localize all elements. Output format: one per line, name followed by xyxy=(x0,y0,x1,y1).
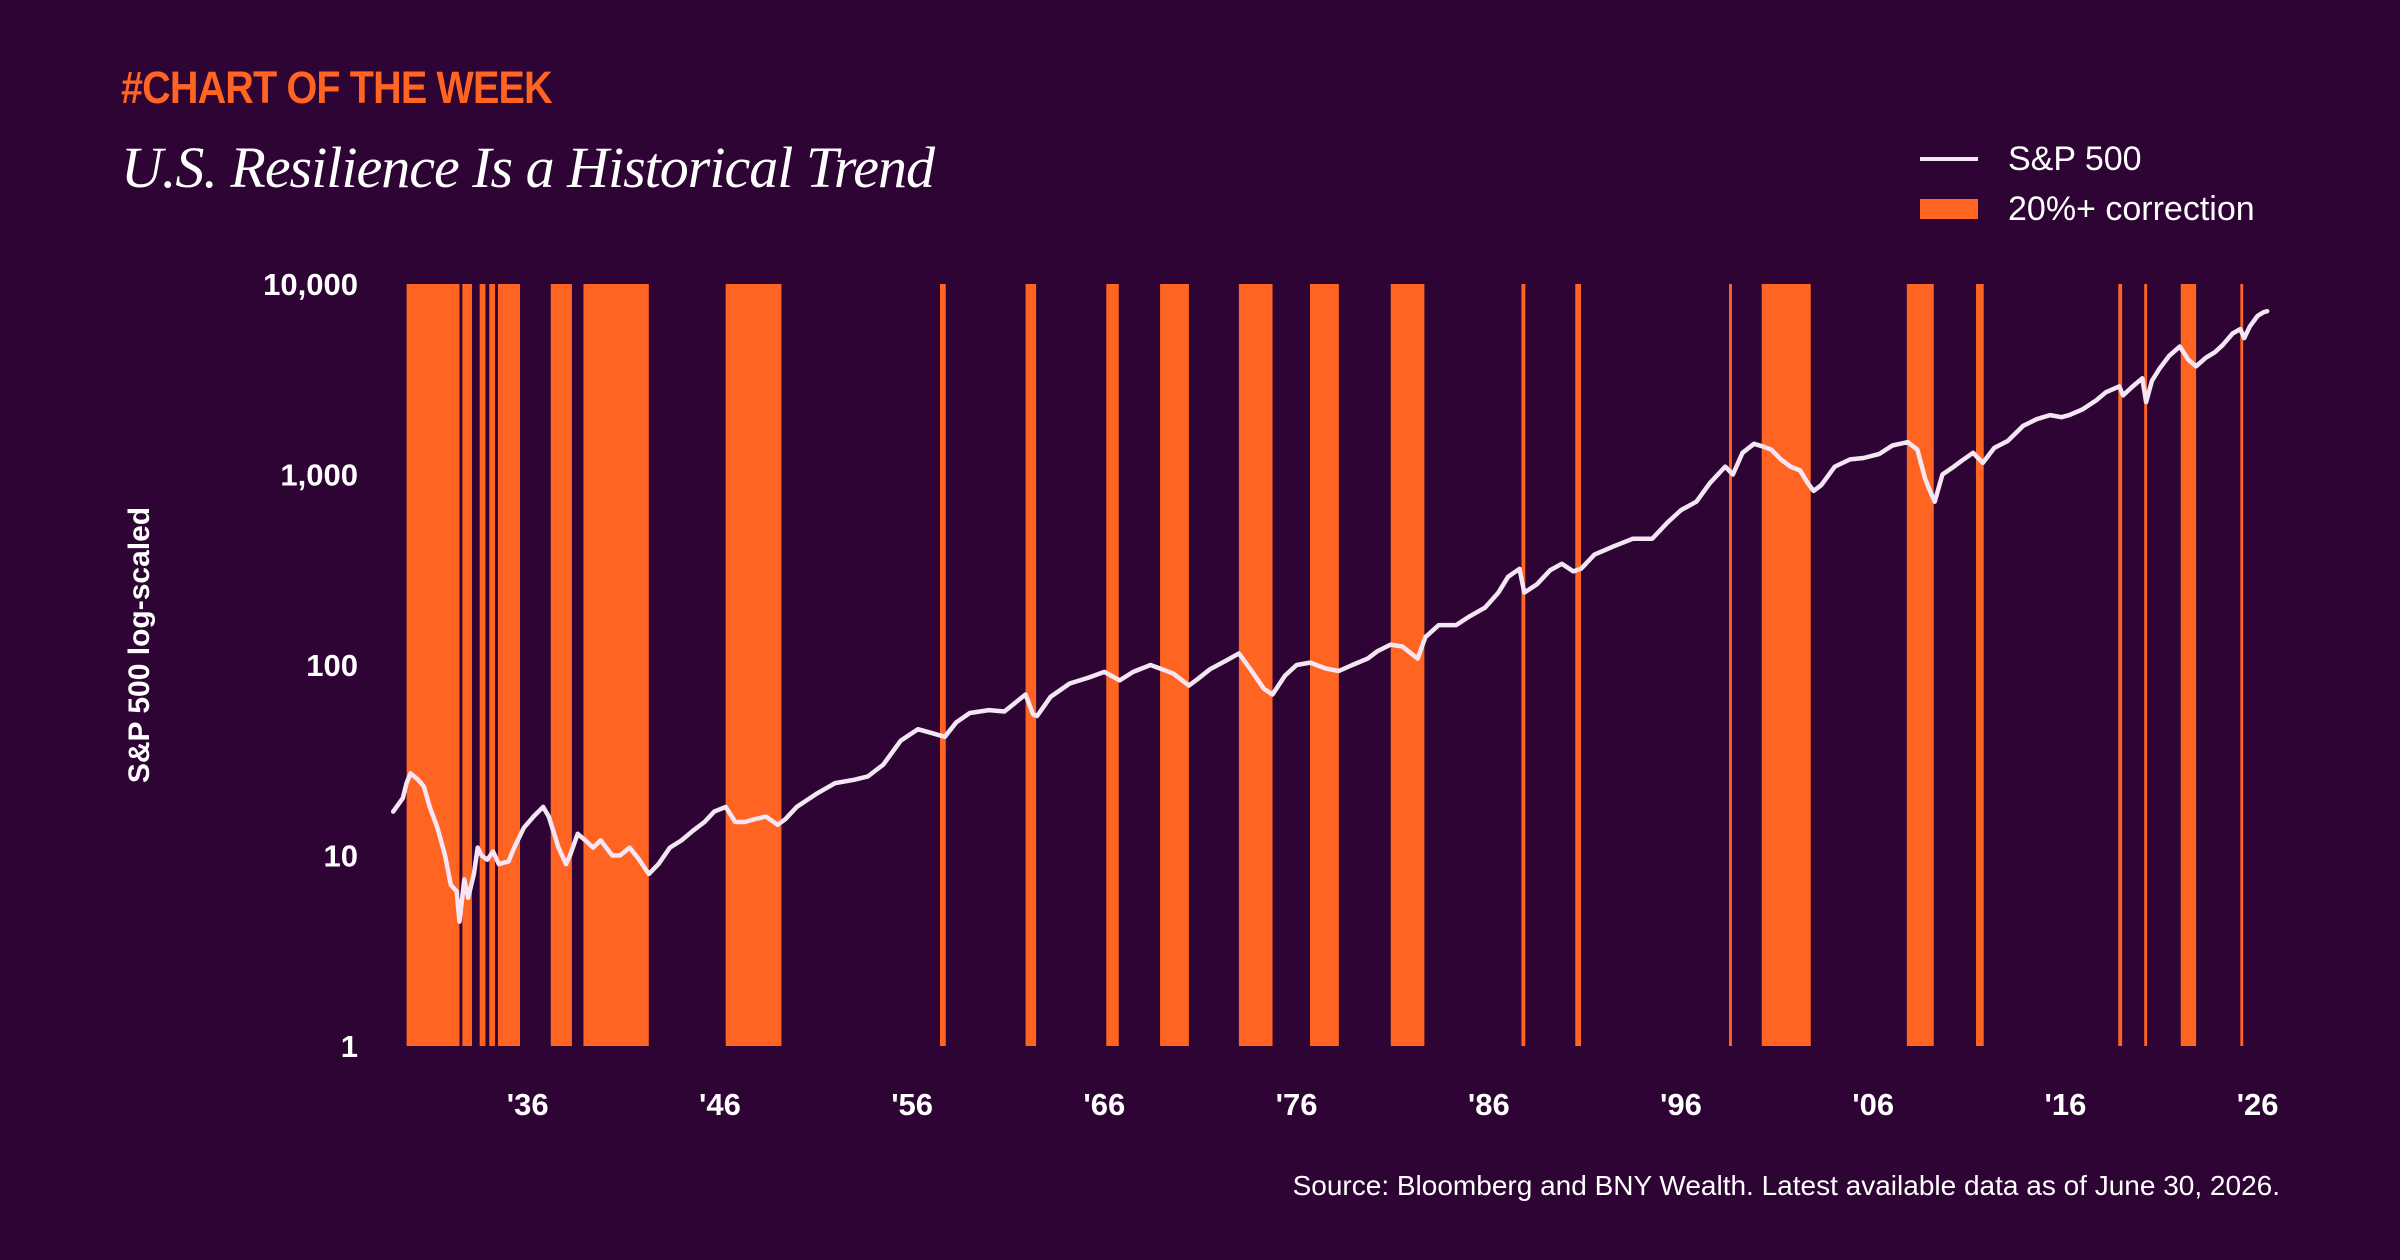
sp500-series-line xyxy=(390,308,2270,924)
correction-bands xyxy=(406,284,2244,1046)
legend-line-swatch xyxy=(1920,157,1978,161)
y-tick-label: 1 xyxy=(341,1029,358,1064)
correction-band-12 xyxy=(1160,284,1189,1046)
y-tick-label: 10 xyxy=(324,839,358,874)
correction-band-23 xyxy=(2144,284,2148,1046)
legend: S&P 500 20%+ correction xyxy=(1920,134,2255,234)
correction-band-3 xyxy=(479,284,486,1046)
x-axis-ticks: '36 '46 '56 '66 '76 '86 '96 '06 '16 '26 xyxy=(507,1087,2279,1122)
correction-band-6 xyxy=(550,284,572,1046)
x-tick-label: '96 xyxy=(1660,1087,1702,1122)
x-tick-label: '16 xyxy=(2044,1087,2086,1122)
correction-band-13 xyxy=(1238,284,1273,1046)
correction-band-22 xyxy=(2118,284,2123,1046)
correction-band-8 xyxy=(725,284,782,1046)
correction-band-15 xyxy=(1390,284,1425,1046)
x-tick-label: '86 xyxy=(1468,1087,1510,1122)
legend-item-line: S&P 500 xyxy=(1920,134,2255,184)
correction-band-24 xyxy=(2180,284,2197,1046)
y-tick-label: 100 xyxy=(306,648,358,683)
correction-band-25 xyxy=(2240,284,2244,1046)
correction-band-16 xyxy=(1521,284,1526,1046)
correction-band-9 xyxy=(940,284,946,1046)
x-tick-label: '66 xyxy=(1083,1087,1125,1122)
correction-band-1 xyxy=(406,284,460,1046)
x-tick-label: '76 xyxy=(1276,1087,1318,1122)
correction-band-21 xyxy=(1976,284,1984,1046)
correction-band-17 xyxy=(1575,284,1582,1046)
legend-correction-swatch xyxy=(1920,199,1978,219)
correction-band-5 xyxy=(497,284,521,1046)
correction-band-2 xyxy=(462,284,472,1046)
x-tick-label: '56 xyxy=(891,1087,933,1122)
x-tick-label: '26 xyxy=(2237,1087,2279,1122)
legend-line-label: S&P 500 xyxy=(2008,139,2142,178)
correction-band-10 xyxy=(1025,284,1037,1046)
kicker-label: #CHART OF THE WEEK xyxy=(121,62,553,113)
correction-band-11 xyxy=(1106,284,1119,1046)
y-tick-label: 10,000 xyxy=(263,267,358,302)
correction-band-7 xyxy=(583,284,649,1046)
legend-item-correction: 20%+ correction xyxy=(1920,184,2255,234)
legend-correction-label: 20%+ correction xyxy=(2008,189,2255,228)
y-tick-label: 1,000 xyxy=(280,458,358,493)
chart-title: U.S. Resilience Is a Historical Trend xyxy=(121,135,935,200)
correction-band-20 xyxy=(1906,284,1934,1046)
x-tick-label: '36 xyxy=(507,1087,549,1122)
y-axis-ticks: 1 10 100 1,000 10,000 xyxy=(263,267,358,1064)
correction-band-19 xyxy=(1761,284,1811,1046)
correction-band-18 xyxy=(1729,284,1732,1046)
correction-band-4 xyxy=(489,284,496,1046)
x-tick-label: '46 xyxy=(699,1087,741,1122)
source-note: Source: Bloomberg and BNY Wealth. Latest… xyxy=(1292,1170,2280,1201)
x-tick-label: '06 xyxy=(1852,1087,1894,1122)
